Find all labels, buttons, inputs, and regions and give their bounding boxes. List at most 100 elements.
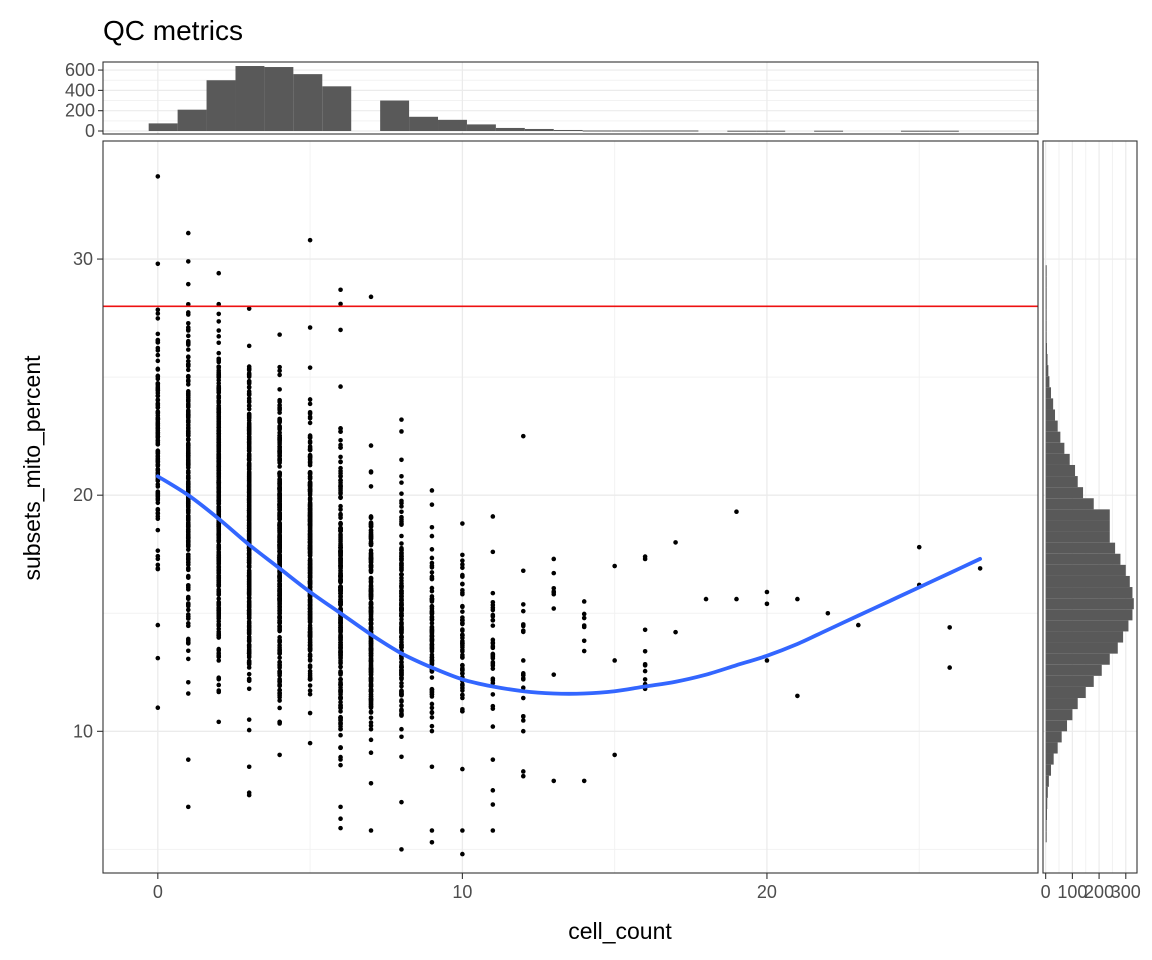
top-histogram-bar xyxy=(814,130,844,132)
data-point xyxy=(155,390,161,396)
data-point xyxy=(216,650,222,656)
data-point xyxy=(338,549,343,555)
data-point xyxy=(185,480,191,485)
data-point xyxy=(277,332,282,337)
data-point xyxy=(185,603,191,609)
main-panel: 0 10 20 10 20 30 xyxy=(73,140,1039,902)
data-point xyxy=(399,588,404,594)
data-point xyxy=(460,828,465,833)
data-point xyxy=(307,469,313,475)
right-histogram-bar xyxy=(1045,575,1130,588)
data-point xyxy=(277,464,282,469)
data-point xyxy=(216,364,222,369)
data-point xyxy=(216,596,222,602)
data-point xyxy=(277,597,282,602)
data-point xyxy=(368,576,374,582)
data-point xyxy=(338,445,343,450)
data-point xyxy=(429,555,435,561)
data-point xyxy=(307,648,313,653)
data-point xyxy=(338,429,343,434)
data-point xyxy=(581,648,587,654)
data-point xyxy=(155,478,161,484)
data-point xyxy=(185,363,191,369)
right-histogram-bar xyxy=(1045,442,1065,454)
data-point xyxy=(216,340,222,346)
data-point xyxy=(277,635,282,640)
data-point xyxy=(338,563,343,568)
data-point xyxy=(185,310,191,315)
data-point xyxy=(460,635,465,641)
data-point xyxy=(185,374,191,380)
data-point xyxy=(277,603,282,609)
data-point xyxy=(246,306,252,311)
data-point xyxy=(642,661,648,667)
right-histogram-bar xyxy=(1045,664,1102,676)
data-point xyxy=(368,610,374,615)
data-point xyxy=(155,482,161,487)
data-point xyxy=(429,686,435,692)
data-point xyxy=(185,585,191,590)
data-point xyxy=(277,638,282,643)
data-point xyxy=(338,689,343,694)
right-histogram-bar xyxy=(1045,353,1048,366)
data-point xyxy=(246,584,252,589)
data-point xyxy=(460,652,465,658)
data-point xyxy=(216,437,222,443)
data-point xyxy=(277,435,282,440)
data-point xyxy=(338,301,343,307)
data-point xyxy=(246,605,252,610)
data-point xyxy=(399,417,404,422)
data-point xyxy=(520,608,526,614)
data-point xyxy=(368,621,374,626)
data-point xyxy=(246,497,252,503)
x-axis-title: cell_count xyxy=(568,918,672,944)
right-histogram-bar xyxy=(1045,775,1049,787)
data-point xyxy=(612,563,617,569)
data-point xyxy=(185,301,191,307)
data-point xyxy=(338,825,343,831)
data-point xyxy=(338,721,343,726)
data-point xyxy=(338,468,343,474)
data-point xyxy=(216,579,222,585)
data-point xyxy=(216,384,222,390)
data-point xyxy=(277,679,282,684)
data-point xyxy=(399,533,404,539)
data-point xyxy=(399,491,404,496)
data-point xyxy=(399,711,404,717)
plot-title: QC metrics xyxy=(103,15,243,46)
data-point xyxy=(216,601,222,607)
data-point xyxy=(216,549,222,555)
data-point xyxy=(460,641,465,647)
data-point xyxy=(399,624,404,629)
data-point xyxy=(429,524,435,530)
data-point xyxy=(307,522,313,528)
right-histogram-bar xyxy=(1045,709,1073,721)
data-point xyxy=(399,583,404,588)
data-point xyxy=(185,429,191,434)
data-point xyxy=(307,581,313,587)
data-point xyxy=(155,340,161,345)
data-point xyxy=(216,682,222,688)
data-point xyxy=(338,491,343,496)
data-point xyxy=(399,628,404,634)
data-point xyxy=(399,799,404,805)
top-histogram-bars xyxy=(148,66,959,132)
data-point xyxy=(490,643,496,649)
data-point xyxy=(429,547,435,552)
y-tick-label: 10 xyxy=(73,721,93,741)
data-point xyxy=(460,565,465,571)
data-point xyxy=(490,663,496,668)
data-point xyxy=(246,439,252,445)
data-point xyxy=(216,406,222,412)
data-point xyxy=(368,542,374,548)
right-histogram-bar xyxy=(1045,420,1058,432)
data-point xyxy=(155,511,161,516)
data-point xyxy=(185,347,191,352)
right-histogram-bar xyxy=(1045,564,1126,576)
data-point xyxy=(307,663,313,668)
right-histogram-bar xyxy=(1045,431,1061,443)
data-point xyxy=(277,364,282,370)
right-histogram-bar xyxy=(1045,409,1056,421)
